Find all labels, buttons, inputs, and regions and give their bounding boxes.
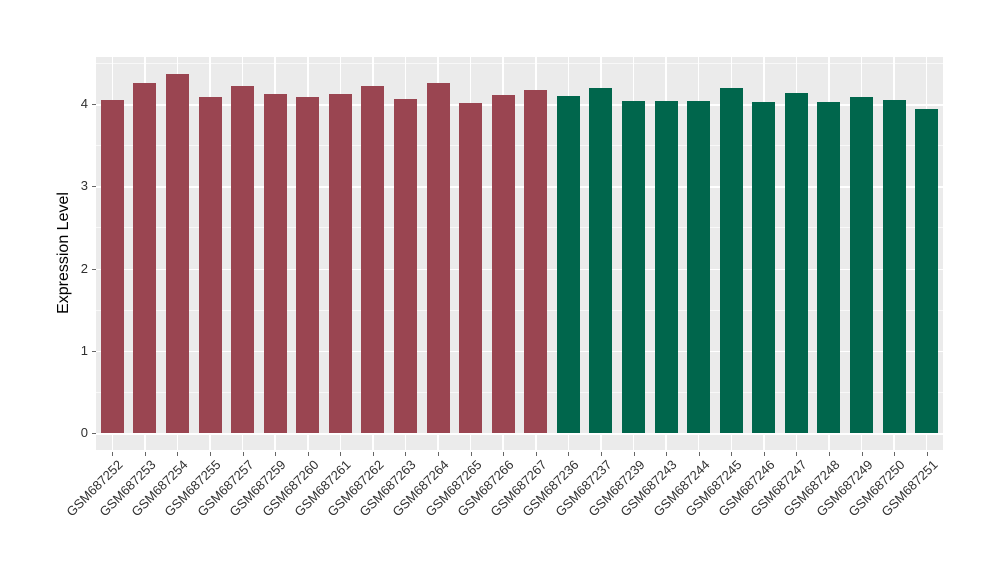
x-tick-mark bbox=[535, 452, 537, 456]
bar-GSM687257 bbox=[231, 85, 255, 433]
bar-GSM687253 bbox=[133, 83, 157, 433]
x-tick-mark bbox=[861, 452, 863, 456]
gridline-major bbox=[96, 268, 943, 270]
bar-GSM687262 bbox=[361, 85, 385, 433]
bar-GSM687264 bbox=[426, 82, 450, 433]
bar-GSM687250 bbox=[882, 99, 906, 433]
x-tick-mark bbox=[503, 452, 505, 456]
x-tick-mark bbox=[210, 452, 212, 456]
bar-GSM687236 bbox=[556, 95, 580, 433]
gridline-minor bbox=[96, 309, 943, 311]
y-tick-label: 1 bbox=[80, 342, 88, 358]
x-tick-mark bbox=[568, 452, 570, 456]
gridline-major bbox=[96, 433, 943, 435]
x-tick-mark bbox=[894, 452, 896, 456]
bar-GSM687243 bbox=[654, 100, 678, 433]
y-tick-label: 2 bbox=[80, 260, 88, 276]
bar-GSM687259 bbox=[263, 94, 287, 433]
bar-GSM687263 bbox=[393, 99, 417, 433]
bar-GSM687260 bbox=[296, 97, 320, 433]
bar-GSM687252 bbox=[100, 99, 124, 433]
x-tick-mark bbox=[275, 452, 277, 456]
bar-GSM687254 bbox=[165, 74, 189, 433]
gridline-major bbox=[96, 186, 943, 188]
bar-GSM687248 bbox=[817, 102, 841, 433]
gridline-major bbox=[96, 350, 943, 353]
gridline-minor bbox=[96, 62, 943, 64]
bar-GSM687265 bbox=[459, 103, 483, 433]
bar-GSM687267 bbox=[524, 90, 548, 433]
x-tick-mark bbox=[796, 452, 798, 456]
plot-panel bbox=[96, 57, 943, 450]
bar-GSM687239 bbox=[622, 100, 646, 433]
y-tick-mark bbox=[92, 350, 96, 352]
bar-GSM687237 bbox=[589, 88, 613, 433]
y-tick-mark bbox=[92, 433, 96, 434]
x-tick-mark bbox=[340, 452, 342, 456]
gridline-minor bbox=[96, 145, 943, 146]
bar-GSM687245 bbox=[719, 88, 743, 433]
x-tick-mark bbox=[307, 452, 309, 456]
y-tick-label: 4 bbox=[80, 96, 88, 111]
y-tick-label: 3 bbox=[80, 178, 88, 194]
x-tick-mark bbox=[666, 452, 668, 456]
bar-GSM687255 bbox=[198, 96, 222, 433]
x-tick-mark bbox=[698, 452, 700, 456]
x-tick-mark bbox=[112, 452, 114, 456]
x-tick-mark bbox=[926, 452, 928, 456]
bar-GSM687251 bbox=[915, 108, 939, 433]
x-tick-mark bbox=[242, 452, 244, 456]
x-tick-mark bbox=[144, 452, 146, 456]
y-tick-mark bbox=[92, 186, 96, 188]
bar-GSM687246 bbox=[752, 102, 776, 433]
y-tick-mark bbox=[92, 268, 96, 270]
gridline-minor bbox=[96, 391, 943, 393]
x-tick-mark bbox=[600, 452, 602, 456]
bar-GSM687244 bbox=[687, 100, 711, 433]
x-tick-mark bbox=[828, 452, 830, 456]
x-tick-mark bbox=[633, 452, 635, 456]
x-tick-mark bbox=[405, 452, 407, 456]
bar-GSM687266 bbox=[491, 94, 515, 433]
x-tick-mark bbox=[731, 452, 733, 456]
y-tick-mark bbox=[92, 104, 96, 105]
y-tick-label: 0 bbox=[80, 425, 88, 440]
x-tick-mark bbox=[372, 452, 374, 456]
gridline-major bbox=[96, 104, 943, 106]
bar-GSM687261 bbox=[328, 94, 352, 433]
x-tick-mark bbox=[763, 452, 765, 456]
x-tick-mark bbox=[470, 452, 472, 456]
x-tick-mark bbox=[177, 452, 179, 456]
bar-GSM687249 bbox=[850, 96, 874, 433]
gridline-minor bbox=[96, 227, 943, 229]
bar-GSM687247 bbox=[784, 93, 808, 433]
x-tick-mark bbox=[438, 452, 440, 456]
